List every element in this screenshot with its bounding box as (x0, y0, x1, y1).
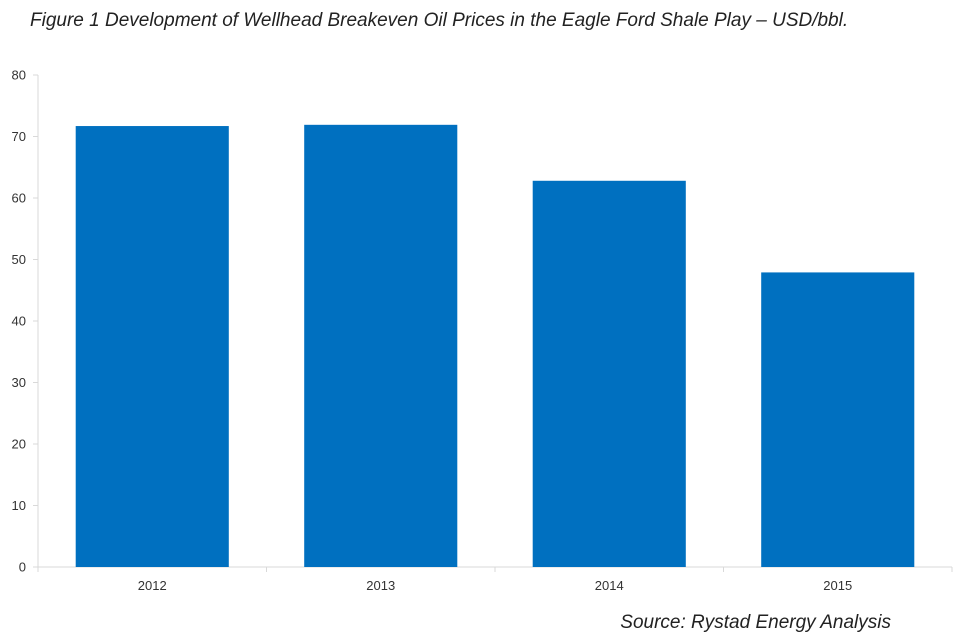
y-axis-ticks: 0 10 20 30 40 50 60 70 80 (12, 68, 38, 575)
bar-2015 (761, 272, 915, 567)
y-tick-label: 30 (12, 375, 26, 390)
bar-2014 (532, 180, 686, 567)
chart-bars (75, 124, 915, 568)
y-tick-label: 80 (12, 68, 26, 83)
x-tick-label: 2014 (595, 578, 624, 593)
y-tick-label: 20 (12, 437, 26, 452)
bar-2012 (75, 126, 229, 568)
bar-2013 (304, 124, 458, 567)
y-tick-label: 0 (19, 560, 26, 575)
x-tick-label: 2015 (823, 578, 852, 593)
y-tick-label: 40 (12, 314, 26, 329)
x-tick-label: 2012 (138, 578, 167, 593)
source-note: Source: Rystad Energy Analysis (620, 612, 891, 633)
y-tick-label: 10 (12, 498, 26, 513)
y-tick-label: 50 (12, 252, 26, 267)
chart-title: Figure 1 Development of Wellhead Breakev… (30, 10, 849, 31)
x-axis-ticks: 2012 2013 2014 2015 (37, 567, 953, 593)
x-tick-label: 2013 (366, 578, 395, 593)
y-tick-label: 60 (12, 191, 26, 206)
y-tick-label: 70 (12, 129, 26, 144)
